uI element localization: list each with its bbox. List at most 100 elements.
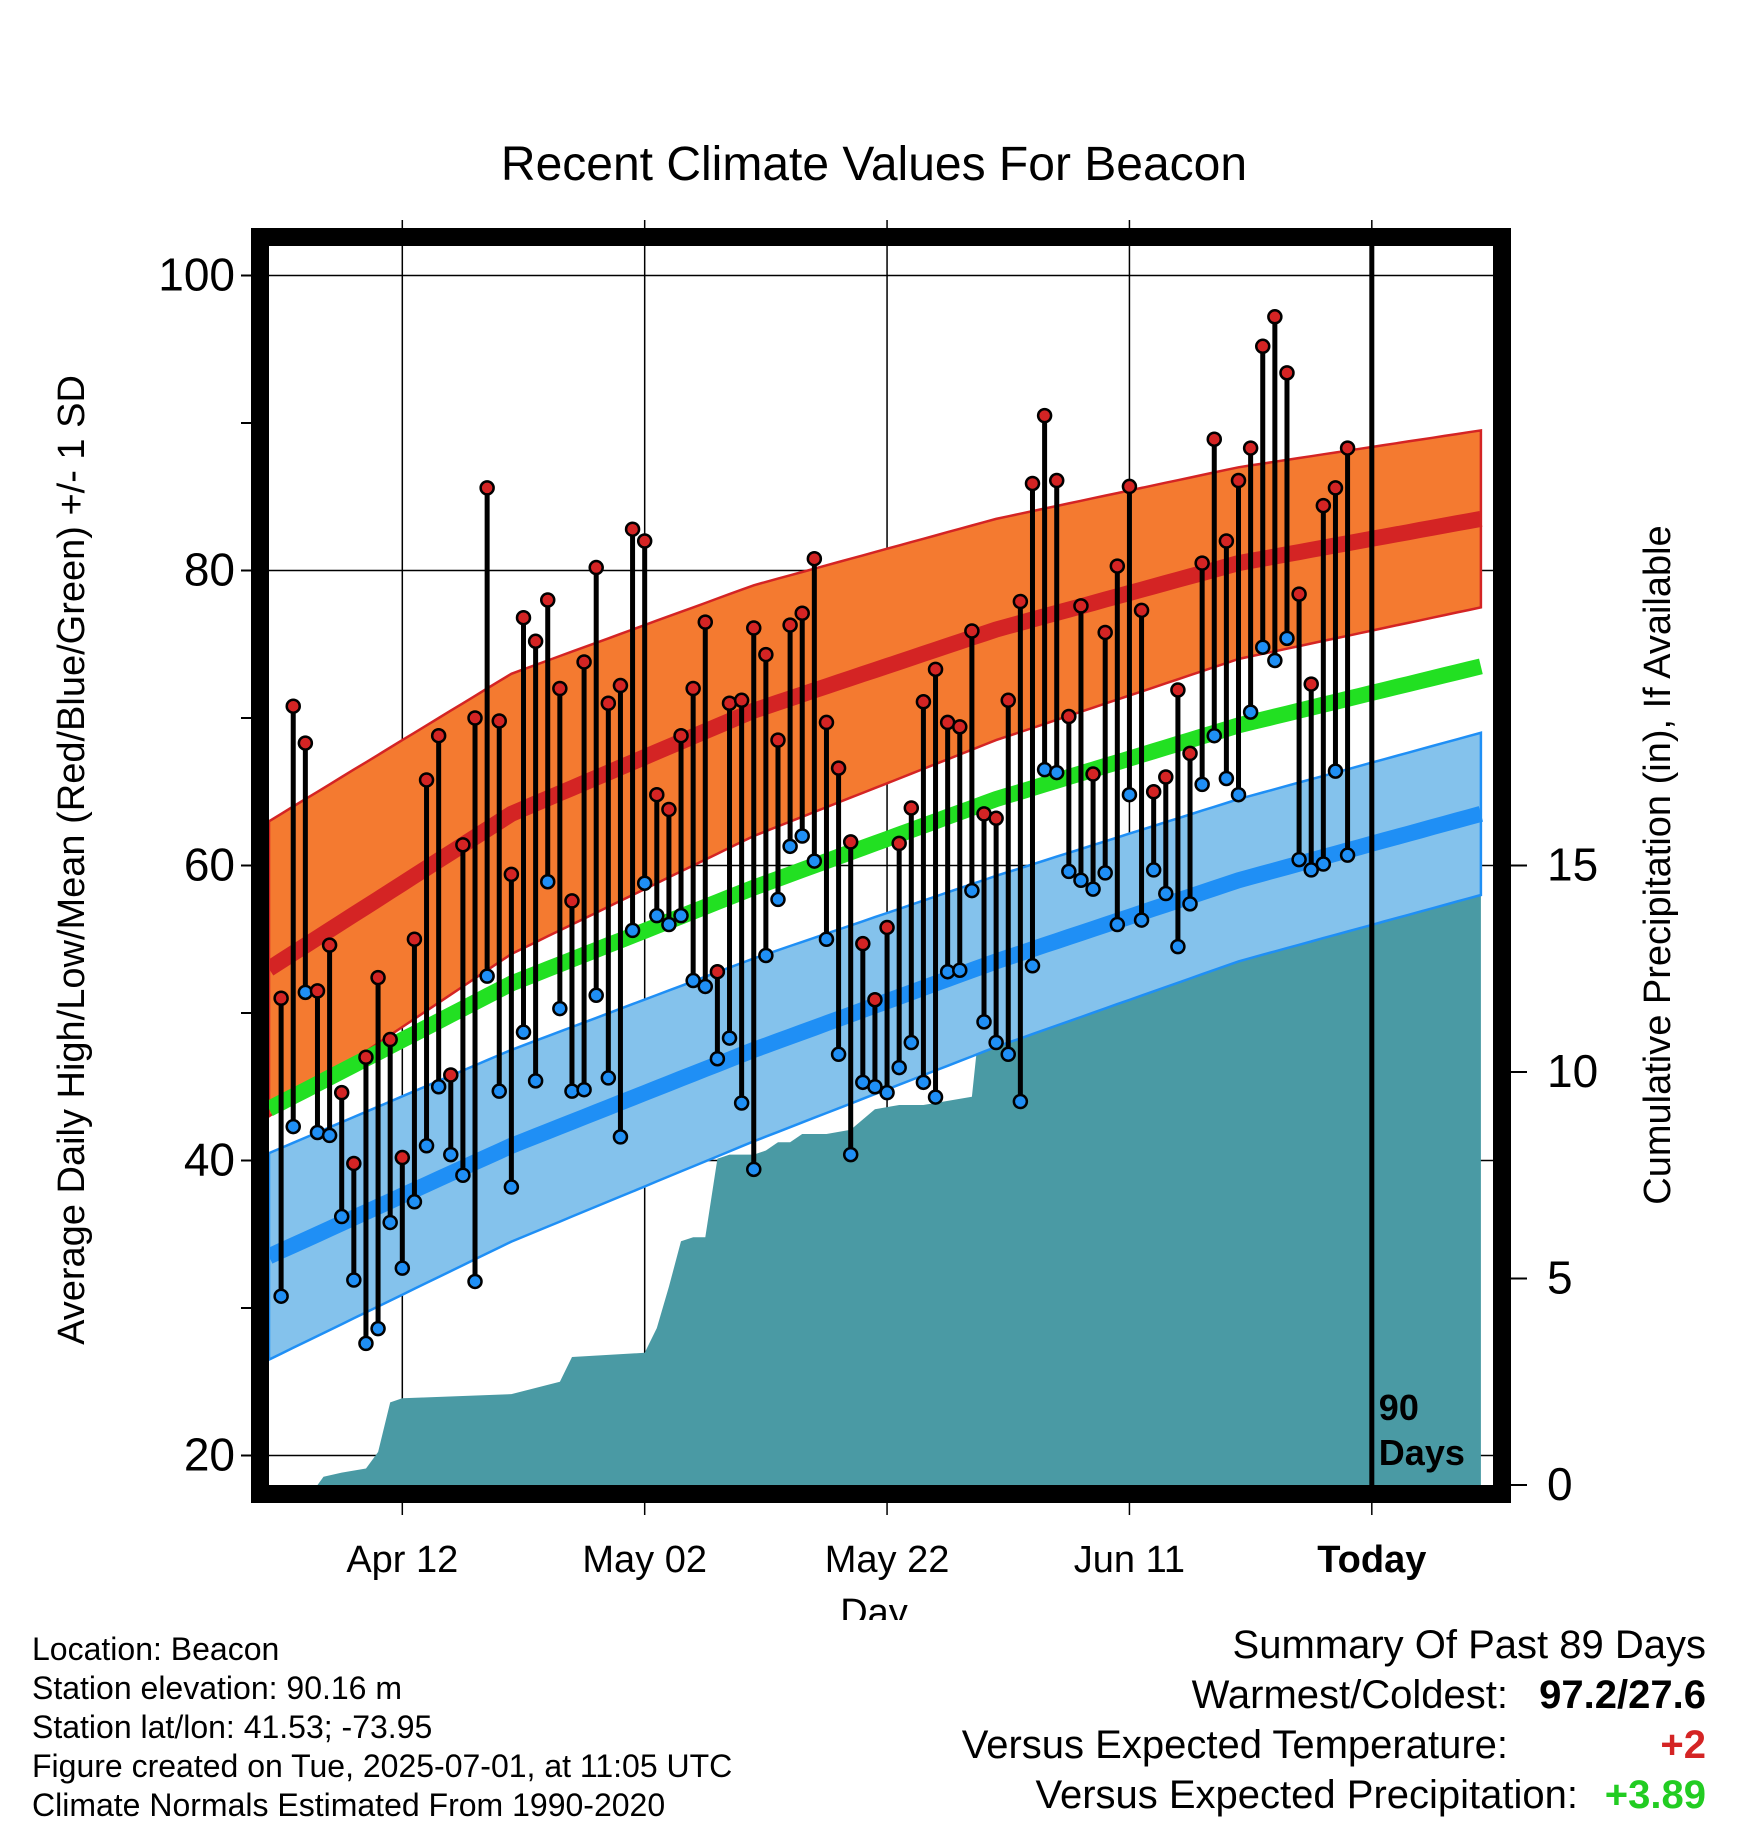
daily-low-point	[1061, 863, 1077, 880]
daily-high-point	[758, 646, 774, 663]
daily-high-point	[552, 680, 568, 697]
daily-low-point	[685, 972, 701, 989]
daily-low-point	[842, 1146, 859, 1163]
daily-high-point	[1145, 784, 1162, 800]
daily-high-point	[746, 620, 762, 636]
daily-high-point	[794, 605, 810, 622]
daily-low-point	[430, 1079, 447, 1095]
chart-title: Recent Climate Values For Beacon	[501, 138, 1247, 191]
daily-low-point	[1206, 727, 1223, 744]
daily-low-point	[1242, 704, 1259, 720]
today-days-label: Days	[1379, 1432, 1465, 1473]
daily-high-point	[830, 760, 847, 776]
y2-axis-label: Cumulative Precipitation (in), If Availa…	[1637, 525, 1679, 1204]
daily-low-point	[527, 1073, 544, 1089]
daily-high-point	[842, 834, 859, 850]
daily-low-point	[1303, 862, 1319, 878]
daily-low-point	[443, 1146, 459, 1163]
daily-high-point	[309, 983, 326, 999]
daily-low-point	[552, 1000, 568, 1017]
daily-high-point	[1279, 365, 1295, 381]
daily-high-point	[1327, 480, 1344, 496]
precip-area	[269, 840, 1481, 1485]
daily-high-point	[576, 654, 592, 670]
daily-high-point	[273, 990, 289, 1006]
daily-low-point	[818, 931, 835, 947]
daily-low-point	[503, 1179, 520, 1195]
daily-low-point	[794, 828, 810, 844]
daily-high-point	[1230, 472, 1247, 489]
daily-low-point	[964, 882, 980, 899]
daily-high-point	[1061, 708, 1077, 725]
y-axis-label: Average Daily High/Low/Mean (Red/Blue/Gr…	[51, 375, 93, 1345]
daily-high-point	[321, 937, 338, 953]
daily-low-point	[285, 1118, 301, 1135]
daily-low-point	[1327, 763, 1344, 779]
daily-high-point	[733, 692, 750, 709]
daily-high-point	[285, 698, 301, 714]
daily-high-point	[915, 694, 932, 710]
daily-high-point	[903, 800, 920, 816]
daily-high-point	[1303, 676, 1319, 692]
daily-low-point	[697, 978, 714, 995]
daily-low-point	[406, 1194, 423, 1210]
y-tick-label: 40	[184, 1134, 235, 1186]
daily-high-point	[1182, 745, 1198, 762]
daily-low-point	[673, 907, 689, 924]
y-tick-label: 100	[158, 249, 235, 301]
elevation-text: Station elevation: 90.16 m	[32, 1670, 403, 1706]
daily-low-point	[1085, 881, 1101, 897]
temp-value: +2	[1660, 1723, 1706, 1767]
daily-low-point	[455, 1167, 471, 1183]
daily-low-point	[952, 962, 968, 978]
x-tick-label: May 22	[825, 1539, 950, 1581]
daily-high-point	[661, 801, 677, 818]
y-tick-label: 80	[184, 544, 235, 596]
daily-high-point	[952, 719, 968, 735]
daily-low-point	[1048, 764, 1065, 781]
daily-low-point	[1230, 786, 1247, 803]
precip-row: Versus Expected Precipitation: +3.89	[806, 1770, 1706, 1820]
daily-high-point	[1012, 593, 1029, 610]
daily-high-point	[685, 680, 701, 697]
daily-high-point	[1242, 440, 1259, 456]
summary-title-row: Summary Of Past 89 Days	[806, 1620, 1706, 1670]
location-text: Location: Beacon	[32, 1631, 280, 1667]
daily-high-point	[1000, 692, 1016, 709]
daily-high-point	[1267, 309, 1283, 325]
daily-high-point	[770, 732, 786, 748]
daily-high-point	[636, 533, 653, 549]
daily-low-point	[358, 1335, 374, 1352]
daily-low-point	[600, 1070, 617, 1086]
daily-high-point	[515, 609, 532, 626]
daily-low-point	[649, 907, 665, 924]
daily-high-point	[1339, 440, 1356, 456]
daily-low-point	[1315, 856, 1332, 872]
daily-low-point	[624, 922, 641, 939]
daily-high-point	[358, 1049, 374, 1065]
daily-high-point	[927, 661, 944, 678]
daily-high-point	[370, 969, 386, 986]
daily-high-point	[443, 1067, 459, 1083]
daily-low-point	[867, 1079, 883, 1095]
station-info: Location: Beacon Station elevation: 90.1…	[32, 1630, 732, 1825]
daily-low-point	[1109, 916, 1126, 933]
daily-high-point	[1133, 602, 1150, 619]
daily-high-point	[527, 633, 544, 650]
daily-high-point	[1218, 533, 1235, 549]
daily-low-point	[915, 1074, 932, 1091]
daily-low-point	[479, 968, 495, 984]
warm-cold-label: Warmest/Coldest:	[1191, 1673, 1508, 1717]
daily-low-point	[321, 1127, 338, 1144]
daily-high-point	[964, 623, 980, 639]
daily-low-point	[1291, 851, 1307, 868]
daily-low-point	[612, 1129, 629, 1145]
daily-high-point	[1036, 407, 1053, 424]
summary-panel: Summary Of Past 89 Days Warmest/Coldest:…	[806, 1620, 1706, 1820]
x-axis-label: Day	[840, 1592, 908, 1620]
daily-high-point	[879, 919, 895, 936]
daily-high-point	[1121, 478, 1138, 495]
daily-low-point	[661, 916, 677, 933]
